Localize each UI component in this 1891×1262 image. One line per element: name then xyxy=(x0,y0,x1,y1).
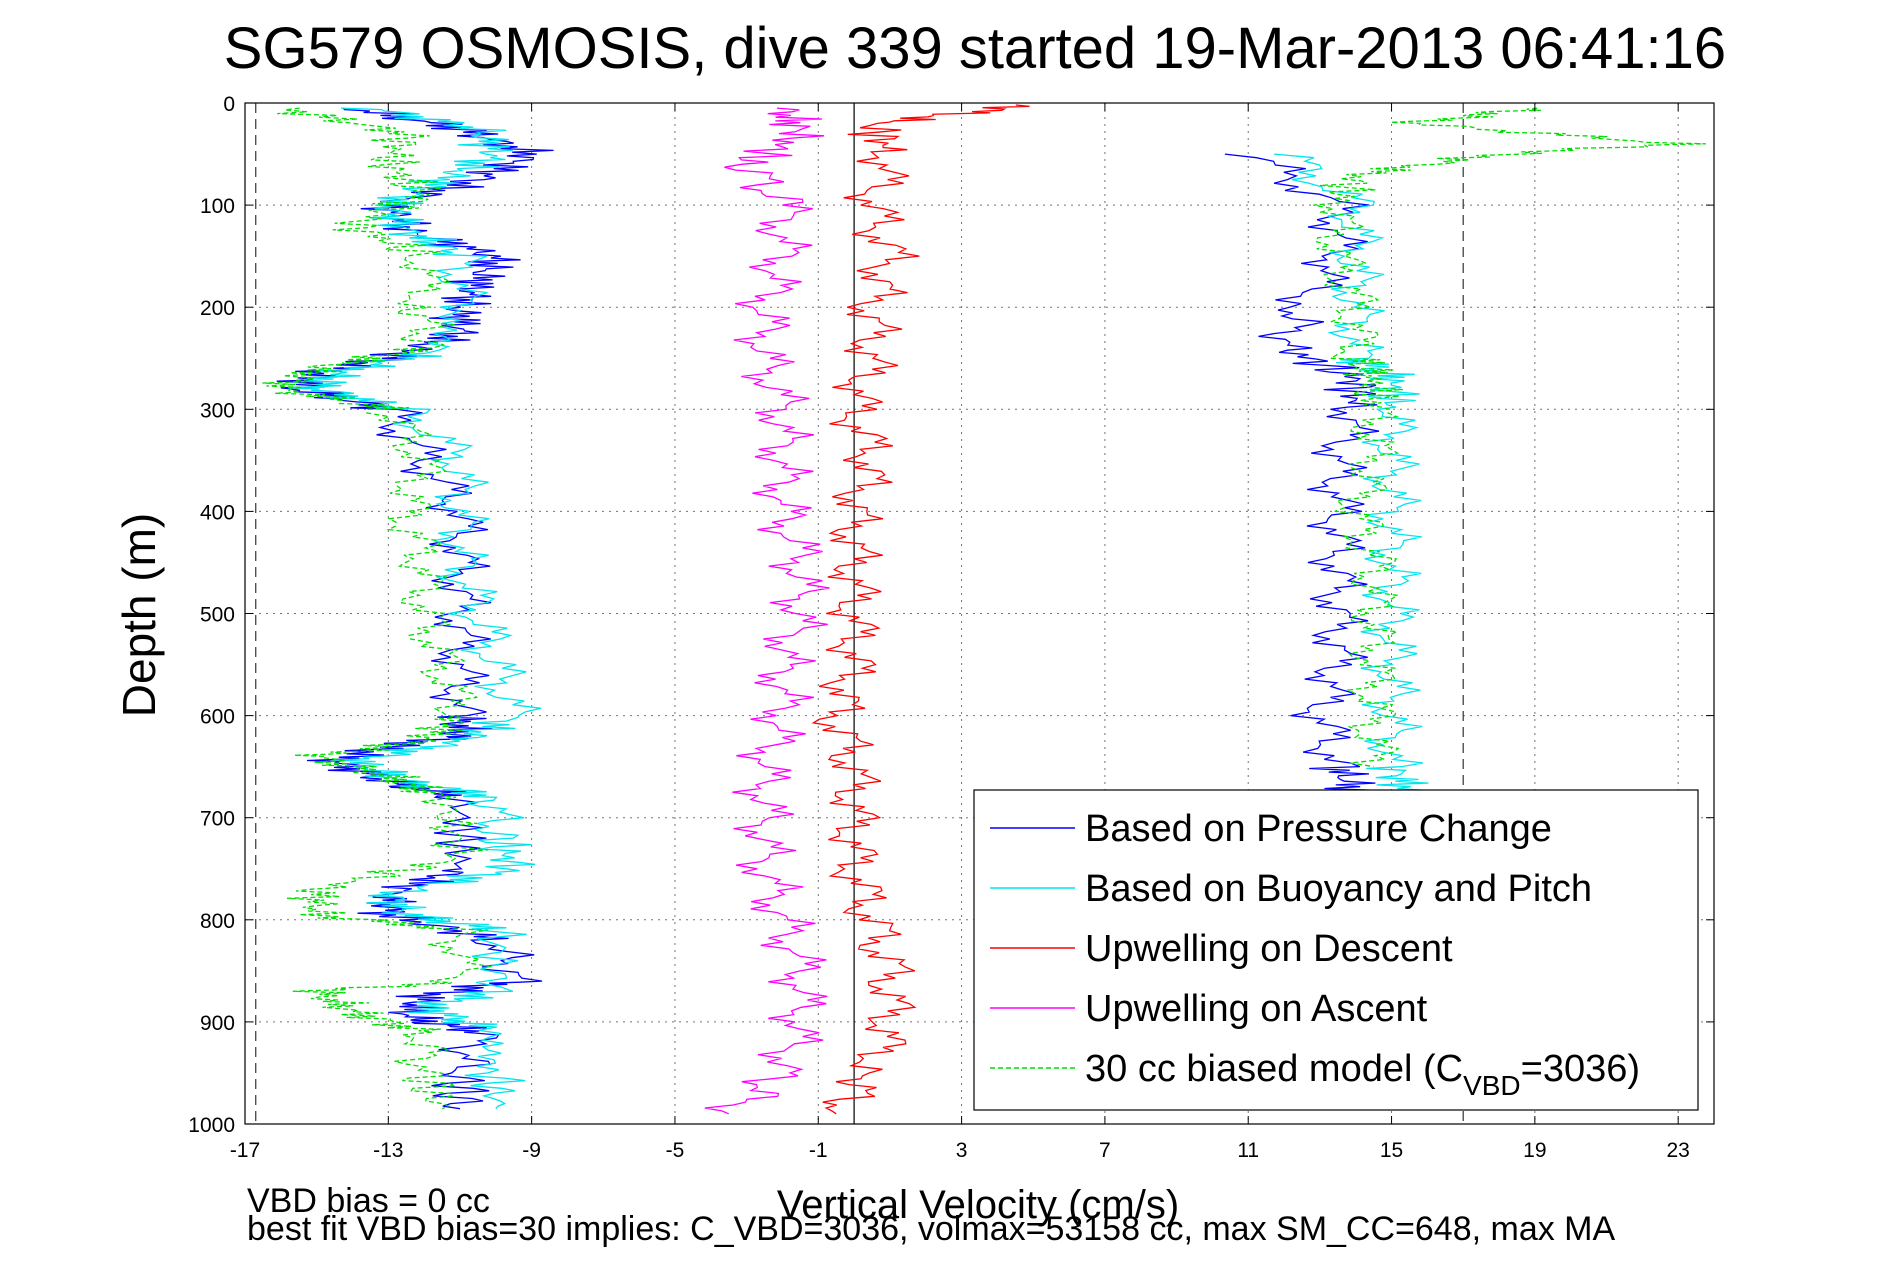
series-line-based-on-buoyancy-and-pitch xyxy=(288,107,542,1110)
series-line-upwelling-on-ascent xyxy=(704,107,830,1115)
series-line-based-on-pressure-change xyxy=(1224,153,1380,793)
footnote-best-fit: best fit VBD bias=30 implies: C_VBD=3036… xyxy=(247,1210,1616,1248)
y-axis-label: Depth (m) xyxy=(113,513,165,717)
legend-label: Based on Buoyancy and Pitch xyxy=(1085,868,1592,910)
legend-label-subscript: VBD xyxy=(1463,1070,1521,1101)
x-tick-label: -17 xyxy=(230,1139,260,1162)
series-line-30-cc-biased-model-c-vbd-3036 xyxy=(262,107,491,1110)
y-tick-label: 0 xyxy=(223,93,235,116)
y-tick-label: 400 xyxy=(200,501,235,524)
x-axis-ticks: -17 -13 -9 -5 -1 3 7 11 15 19 23 xyxy=(230,103,1690,1162)
data-series xyxy=(262,104,1706,1115)
x-tick-label: 15 xyxy=(1380,1139,1403,1162)
legend-label-tail: =3036) xyxy=(1521,1048,1640,1090)
footnote-vbd-bias: VBD bias = 0 cc xyxy=(247,1182,490,1220)
x-tick-label: -1 xyxy=(809,1139,828,1162)
y-tick-label: 300 xyxy=(200,399,235,422)
x-tick-label: -5 xyxy=(666,1139,685,1162)
legend-box xyxy=(973,789,1699,1111)
x-tick-label: 3 xyxy=(956,1139,968,1162)
x-tick-label: 7 xyxy=(1099,1139,1111,1162)
series-line-based-on-buoyancy-and-pitch xyxy=(1274,153,1429,793)
y-tick-label: 1000 xyxy=(188,1114,235,1137)
x-tick-label: -9 xyxy=(522,1139,541,1162)
legend-label: Upwelling on Ascent xyxy=(1085,988,1428,1030)
x-tick-label: 23 xyxy=(1666,1139,1689,1162)
x-tick-label: 19 xyxy=(1523,1139,1546,1162)
y-tick-label: 100 xyxy=(200,195,235,218)
x-tick-label: -13 xyxy=(373,1139,403,1162)
series-line-30-cc-biased-model-c-vbd-3036 xyxy=(1313,107,1706,768)
legend-label: Based on Pressure Change xyxy=(1085,808,1552,850)
series-line-upwelling-on-descent xyxy=(811,104,1030,1115)
y-tick-label: 700 xyxy=(200,808,235,831)
y-tick-label: 200 xyxy=(200,297,235,320)
legend-label: 30 cc biased model (CVBD=3036) xyxy=(1085,1048,1640,1101)
chart-title: SG579 OSMOSIS, dive 339 started 19-Mar-2… xyxy=(224,16,1726,81)
y-tick-label: 600 xyxy=(200,706,235,729)
x-tick-label: 11 xyxy=(1237,1139,1259,1162)
y-axis-ticks: 0 100 200 300 400 500 600 700 800 900 1000 xyxy=(188,93,1714,1137)
y-tick-label: 900 xyxy=(200,1012,235,1035)
y-tick-label: 500 xyxy=(200,604,235,627)
legend-label-main: 30 cc biased model (C xyxy=(1085,1048,1463,1090)
legend-label: Upwelling on Descent xyxy=(1085,928,1453,970)
legend: Based on Pressure Change Based on Buoyanc… xyxy=(973,789,1699,1111)
x-axis-label: Vertical Velocity (cm/s) xyxy=(777,1183,1179,1227)
y-tick-label: 800 xyxy=(200,910,235,933)
